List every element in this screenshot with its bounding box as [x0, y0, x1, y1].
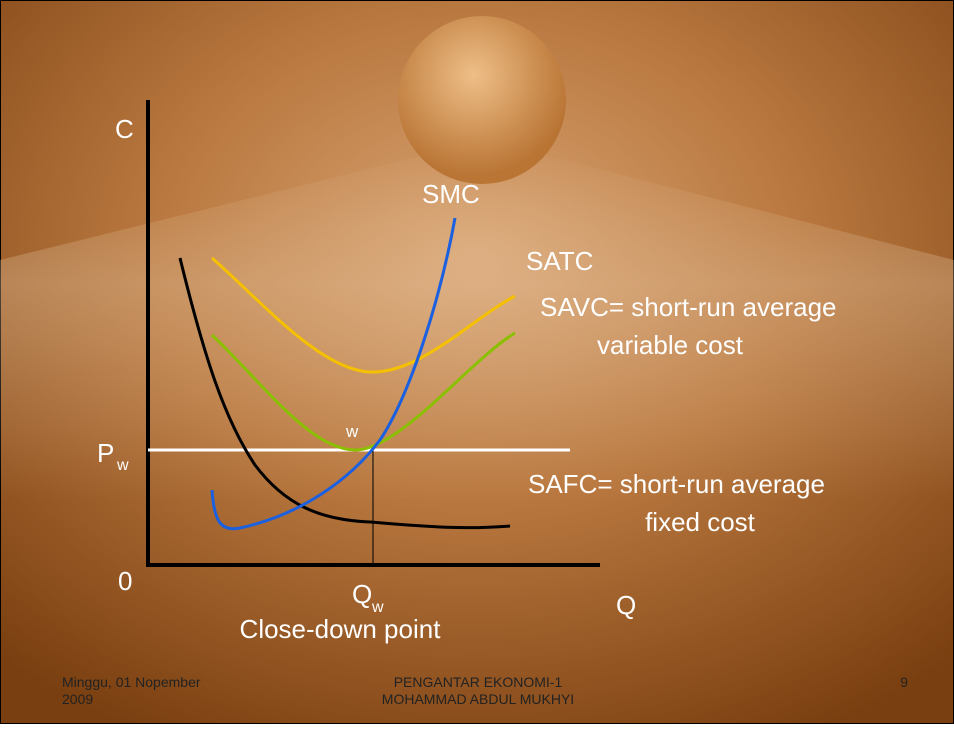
caption: Close-down point	[240, 614, 442, 644]
quantity-label-sub: w	[371, 599, 384, 616]
quantity-label: Q	[352, 579, 372, 609]
safc-curve	[178, 257, 511, 530]
origin-label: 0	[118, 566, 132, 596]
price-label: P	[97, 438, 114, 468]
footer-date: 2009	[62, 691, 93, 707]
footer-author: MOHAMMAD ABDUL MUKHYI	[382, 691, 574, 707]
safc-label: fixed cost	[645, 507, 756, 537]
satc-label: SATC	[526, 246, 593, 276]
footer-title: PENGANTAR EKONOMI-1	[394, 674, 563, 690]
sun	[398, 16, 566, 184]
point-label: w	[345, 422, 359, 441]
satc-curve	[211, 256, 516, 374]
footer-date: Minggu, 01 Nopember	[62, 674, 201, 690]
safc-label: SAFC= short-run average	[528, 469, 825, 499]
savc-label: SAVC= short-run average	[540, 292, 837, 322]
page-number: 9	[900, 674, 908, 690]
price-label-sub: w	[116, 457, 129, 474]
savc-curve	[210, 331, 516, 452]
y-axis-label: C	[115, 114, 134, 144]
smc-curve	[210, 217, 457, 531]
x-axis-label: Q	[616, 590, 636, 620]
smc-label: SMC	[422, 179, 480, 209]
savc-label: variable cost	[597, 330, 744, 360]
